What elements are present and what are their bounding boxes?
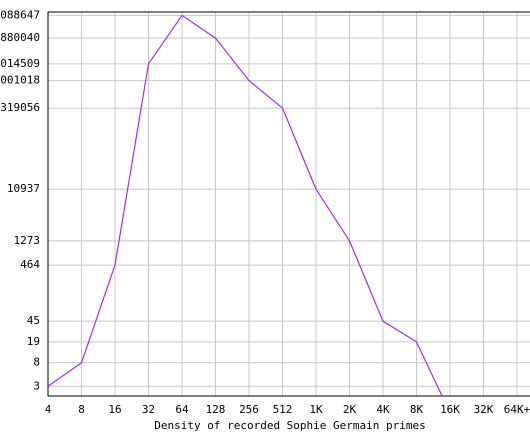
y-tick-label: 464 — [20, 258, 40, 271]
y-tick-label: 001018 — [0, 74, 40, 87]
x-tick-label: 32 — [142, 403, 155, 416]
x-tick-label: 512 — [273, 403, 293, 416]
grid — [47, 12, 530, 396]
x-tick-label: 64K+ — [504, 403, 530, 416]
x-tick-label: 16K — [440, 403, 460, 416]
y-tick-label: 319056 — [0, 101, 40, 114]
x-tick-label: 8 — [78, 403, 85, 416]
x-tick-label: 128 — [206, 403, 226, 416]
y-tick-label: 45 — [27, 314, 40, 327]
y-tick-label: 014509 — [0, 57, 40, 70]
x-tick-label: 4 — [45, 403, 52, 416]
x-tick-label: 64 — [175, 403, 189, 416]
y-tick-label: 1273 — [14, 234, 41, 247]
x-tick-label: 16 — [108, 403, 121, 416]
plot-frame — [47, 11, 530, 397]
x-tick-label: 1K — [309, 403, 323, 416]
x-tick-label: 32K — [474, 403, 494, 416]
x-tick-label: 4K — [376, 403, 390, 416]
x-axis-title: Density of recorded Sophie Germain prime… — [154, 419, 426, 432]
y-tick-label: 3 — [33, 379, 40, 392]
x-tick-label: 256 — [239, 403, 259, 416]
y-tick-label: 088647 — [0, 8, 40, 21]
x-tick-label: 2K — [343, 403, 357, 416]
x-tick-label: 8K — [410, 403, 424, 416]
y-tick-label: 10937 — [7, 182, 40, 195]
data-line — [48, 14, 443, 396]
y-tick-label: 19 — [27, 335, 40, 348]
y-tick-label: 8 — [33, 356, 40, 369]
y-tick-label: 880040 — [0, 31, 40, 44]
